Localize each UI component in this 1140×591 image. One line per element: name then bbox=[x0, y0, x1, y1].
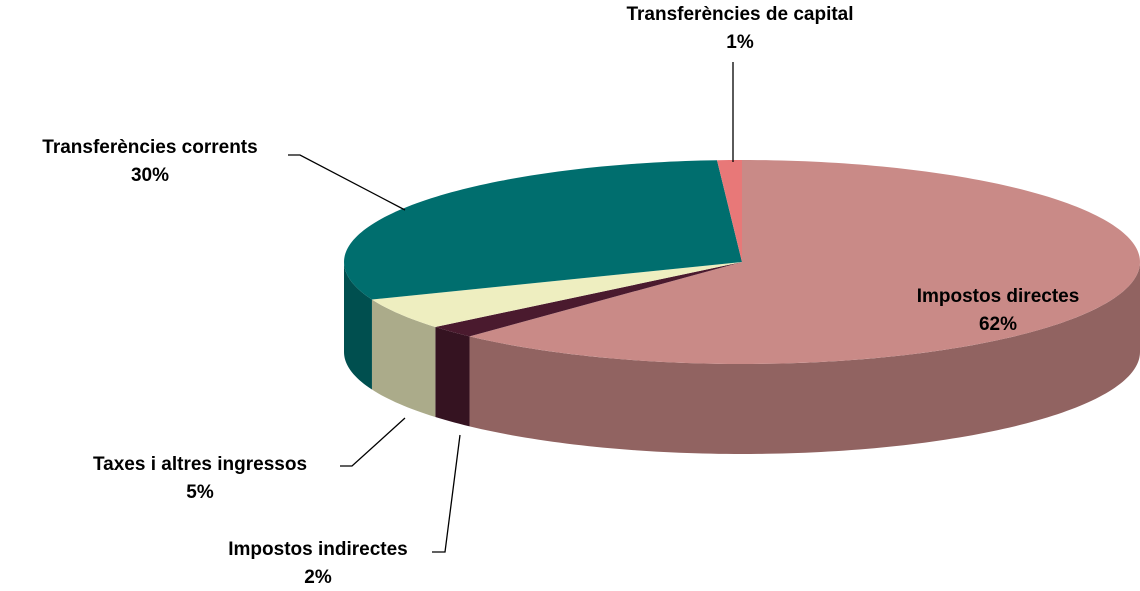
slice-value-label: 62% bbox=[979, 314, 1017, 335]
slice-value-label: 1% bbox=[726, 32, 754, 53]
slice-label: Transferències de capital bbox=[626, 4, 853, 25]
slice-label: Transferències corrents bbox=[42, 137, 257, 158]
pie-slice bbox=[435, 262, 742, 337]
pie-wall bbox=[469, 262, 1140, 454]
pie-slice bbox=[717, 160, 742, 262]
pie bbox=[344, 160, 1140, 454]
slice-value-label: 5% bbox=[186, 482, 214, 503]
pie-slice bbox=[371, 262, 742, 328]
leader-line bbox=[340, 417, 406, 467]
slice-value-label: 30% bbox=[131, 165, 169, 186]
slice-label: Impostos directes bbox=[917, 286, 1080, 307]
slice-label: Impostos indirectes bbox=[228, 539, 408, 560]
pie-wall bbox=[435, 327, 470, 427]
pie-wall bbox=[371, 299, 436, 418]
slice-value-label: 2% bbox=[304, 567, 332, 588]
labels: Impostos directes 62% Impostos indirectes 2… bbox=[42, 4, 1079, 588]
slice-label: Taxes i altres ingressos bbox=[93, 454, 307, 475]
leader-line bbox=[432, 434, 461, 553]
pie-wall bbox=[344, 262, 372, 390]
pie-slice bbox=[469, 160, 1140, 364]
pie-slice bbox=[344, 160, 742, 300]
leader-line bbox=[288, 154, 406, 211]
